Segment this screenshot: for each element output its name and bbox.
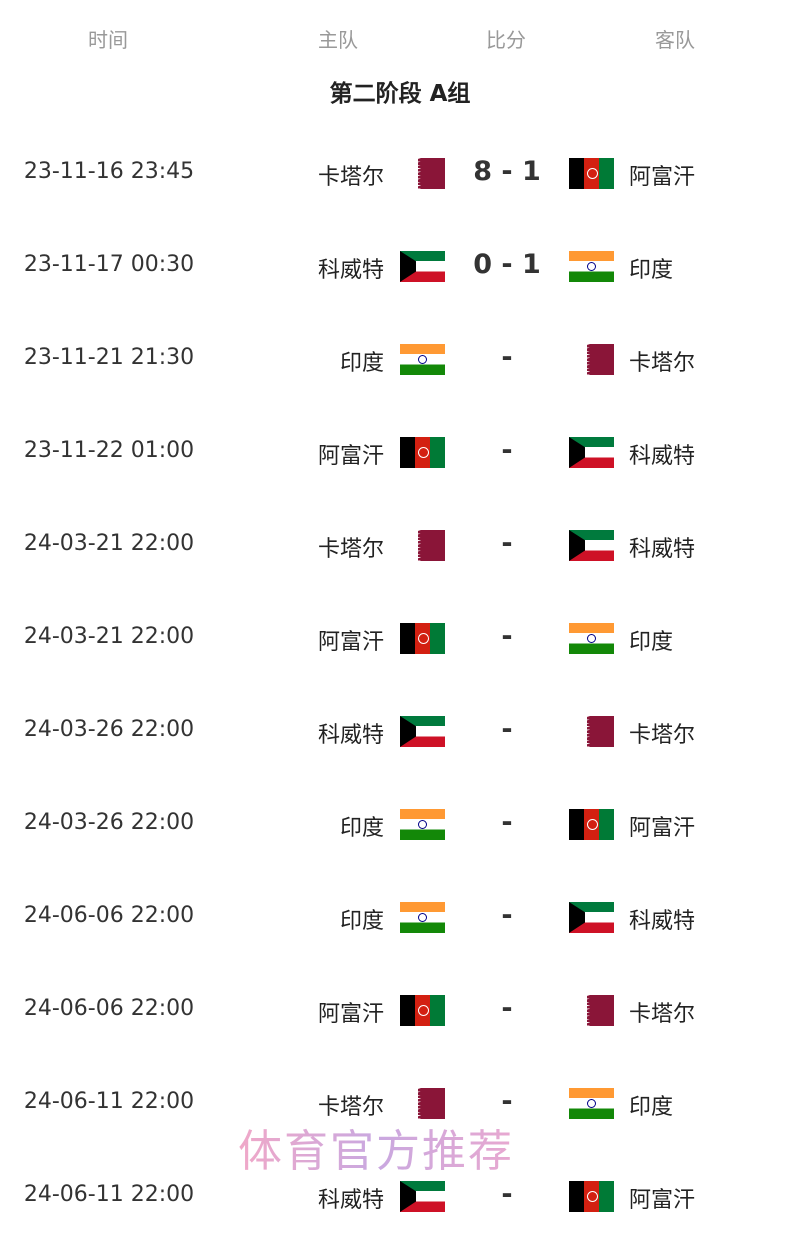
match-score: - xyxy=(501,1086,513,1117)
away-team: 印度 xyxy=(629,630,674,655)
qatar-flag-icon xyxy=(413,1088,445,1119)
away-team: 科威特 xyxy=(629,444,696,469)
india-flag-icon xyxy=(569,623,614,654)
match-row[interactable]: 23-11-16 23:45 卡塔尔 8 - 1 阿富汗 xyxy=(0,143,800,203)
home-team: 阿富汗 xyxy=(317,444,384,469)
home-team: 卡塔尔 xyxy=(317,537,384,562)
match-row[interactable]: 24-03-21 22:00 卡塔尔 - 科威特 xyxy=(0,515,800,575)
match-row[interactable]: 24-06-06 22:00 印度 - 科威特 xyxy=(0,887,800,947)
qatar-flag-icon xyxy=(582,995,614,1026)
home-team: 印度 xyxy=(339,909,384,934)
match-row[interactable]: 24-06-11 22:00 科威特 - 阿富汗 xyxy=(0,1166,800,1226)
match-score: 0 - 1 xyxy=(473,249,541,280)
match-row[interactable]: 24-06-11 22:00 卡塔尔 - 印度 xyxy=(0,1073,800,1133)
away-team: 阿富汗 xyxy=(629,816,696,841)
match-time: 24-03-26 22:00 xyxy=(23,717,195,742)
india-flag-icon xyxy=(569,251,614,282)
home-team: 科威特 xyxy=(317,258,384,283)
header-away: 客队 xyxy=(655,28,695,52)
kuwait-flag-icon xyxy=(569,530,614,561)
match-row[interactable]: 23-11-17 00:30 科威特 0 - 1 印度 xyxy=(0,236,800,296)
qatar-flag-icon xyxy=(413,158,445,189)
match-row[interactable]: 24-03-26 22:00 科威特 - 卡塔尔 xyxy=(0,701,800,761)
home-team: 科威特 xyxy=(317,1188,384,1213)
match-score: - xyxy=(501,714,513,745)
match-row[interactable]: 24-03-21 22:00 阿富汗 - 印度 xyxy=(0,608,800,668)
afghanistan-flag-icon xyxy=(569,809,614,840)
qatar-flag-icon xyxy=(582,716,614,747)
afghanistan-flag-icon xyxy=(569,1181,614,1212)
match-time: 24-06-11 22:00 xyxy=(23,1089,195,1114)
away-team: 科威特 xyxy=(629,909,696,934)
match-score: - xyxy=(501,342,513,373)
kuwait-flag-icon xyxy=(400,251,445,282)
match-time: 24-03-21 22:00 xyxy=(23,531,195,556)
match-row[interactable]: 24-03-26 22:00 印度 - 阿富汗 xyxy=(0,794,800,854)
match-time: 24-06-06 22:00 xyxy=(23,903,195,928)
group-title: 第二阶段 A组 xyxy=(329,81,471,107)
away-team: 阿富汗 xyxy=(629,165,696,190)
home-team: 科威特 xyxy=(317,723,384,748)
india-flag-icon xyxy=(400,344,445,375)
afghanistan-flag-icon xyxy=(400,437,445,468)
qatar-flag-icon xyxy=(413,530,445,561)
header-time: 时间 xyxy=(88,28,128,52)
header-score: 比分 xyxy=(486,28,526,52)
home-team: 卡塔尔 xyxy=(317,1095,384,1120)
match-time: 23-11-17 00:30 xyxy=(23,252,195,277)
home-team: 印度 xyxy=(339,816,384,841)
away-team: 卡塔尔 xyxy=(629,723,696,748)
match-score: - xyxy=(501,807,513,838)
qatar-flag-icon xyxy=(582,344,614,375)
home-team: 印度 xyxy=(339,351,384,376)
kuwait-flag-icon xyxy=(569,437,614,468)
match-score: 8 - 1 xyxy=(473,156,541,187)
match-time: 24-06-11 22:00 xyxy=(23,1182,195,1207)
kuwait-flag-icon xyxy=(569,902,614,933)
match-row[interactable]: 23-11-22 01:00 阿富汗 - 科威特 xyxy=(0,422,800,482)
away-team: 卡塔尔 xyxy=(629,1002,696,1027)
match-score: - xyxy=(501,1179,513,1210)
match-time: 23-11-16 23:45 xyxy=(23,159,195,184)
match-time: 24-03-26 22:00 xyxy=(23,810,195,835)
match-score: - xyxy=(501,621,513,652)
kuwait-flag-icon xyxy=(400,716,445,747)
home-team: 阿富汗 xyxy=(317,630,384,655)
match-row[interactable]: 24-06-06 22:00 阿富汗 - 卡塔尔 xyxy=(0,980,800,1040)
home-team: 阿富汗 xyxy=(317,1002,384,1027)
afghanistan-flag-icon xyxy=(400,995,445,1026)
match-time: 24-03-21 22:00 xyxy=(23,624,195,649)
match-score: - xyxy=(501,993,513,1024)
home-team: 卡塔尔 xyxy=(317,165,384,190)
away-team: 科威特 xyxy=(629,537,696,562)
match-score: - xyxy=(501,528,513,559)
match-time: 24-06-06 22:00 xyxy=(23,996,195,1021)
match-score: - xyxy=(501,900,513,931)
away-team: 阿富汗 xyxy=(629,1188,696,1213)
match-time: 23-11-22 01:00 xyxy=(23,438,195,463)
india-flag-icon xyxy=(569,1088,614,1119)
india-flag-icon xyxy=(400,809,445,840)
away-team: 卡塔尔 xyxy=(629,351,696,376)
kuwait-flag-icon xyxy=(400,1181,445,1212)
afghanistan-flag-icon xyxy=(400,623,445,654)
away-team: 印度 xyxy=(629,1095,674,1120)
afghanistan-flag-icon xyxy=(569,158,614,189)
match-time: 23-11-21 21:30 xyxy=(23,345,195,370)
header-home: 主队 xyxy=(318,28,358,52)
match-row[interactable]: 23-11-21 21:30 印度 - 卡塔尔 xyxy=(0,329,800,389)
india-flag-icon xyxy=(400,902,445,933)
away-team: 印度 xyxy=(629,258,674,283)
match-score: - xyxy=(501,435,513,466)
